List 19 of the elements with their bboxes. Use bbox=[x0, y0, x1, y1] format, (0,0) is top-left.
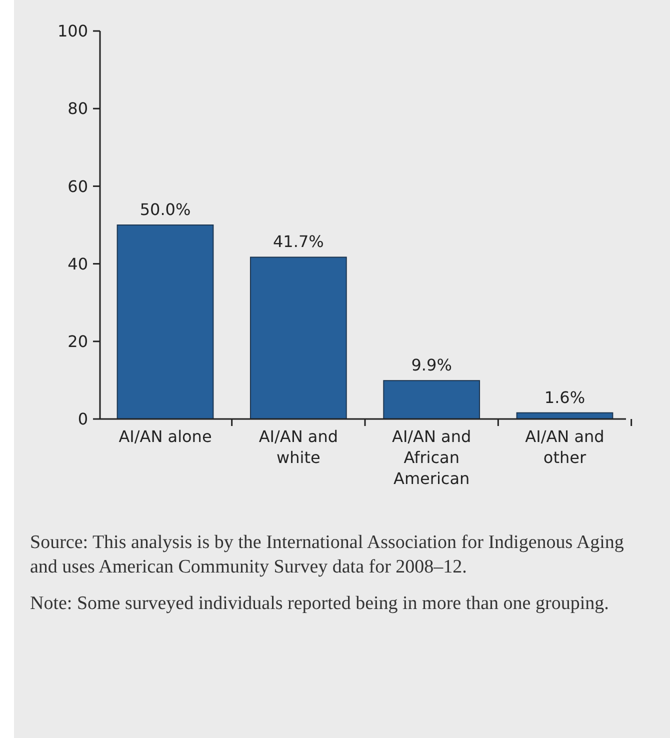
y-tick-label: 60 bbox=[68, 176, 88, 196]
bar bbox=[116, 224, 214, 420]
bar bbox=[250, 256, 347, 420]
x-tick-label: AI/AN and other bbox=[525, 427, 604, 467]
x-tick-label: AI/AN and African American bbox=[392, 427, 472, 488]
y-tick-label: 80 bbox=[68, 99, 88, 118]
text: Note: Some surveyed individuals reported being in more than one grouping. bbox=[30, 593, 609, 614]
data-label: 41.7% bbox=[273, 232, 324, 252]
source-note: Source: This analysis is by the International Association for Indigenous Aging and uses American Community Survey data for 2008–12. bbox=[30, 532, 624, 578]
data-label: 9.9% bbox=[411, 356, 452, 375]
x-tick-label: AI/AN alone bbox=[118, 427, 212, 446]
data-label: 50.0% bbox=[140, 200, 191, 219]
y-tick-label: 20 bbox=[68, 332, 88, 351]
y-tick-label: 0 bbox=[78, 410, 88, 429]
y-tick-label: 100 bbox=[57, 22, 88, 41]
y-tick-label: 40 bbox=[68, 254, 88, 274]
bar bbox=[383, 380, 480, 420]
x-tick-label: AI/AN and white bbox=[258, 427, 338, 467]
data-label: 1.6% bbox=[544, 388, 586, 407]
